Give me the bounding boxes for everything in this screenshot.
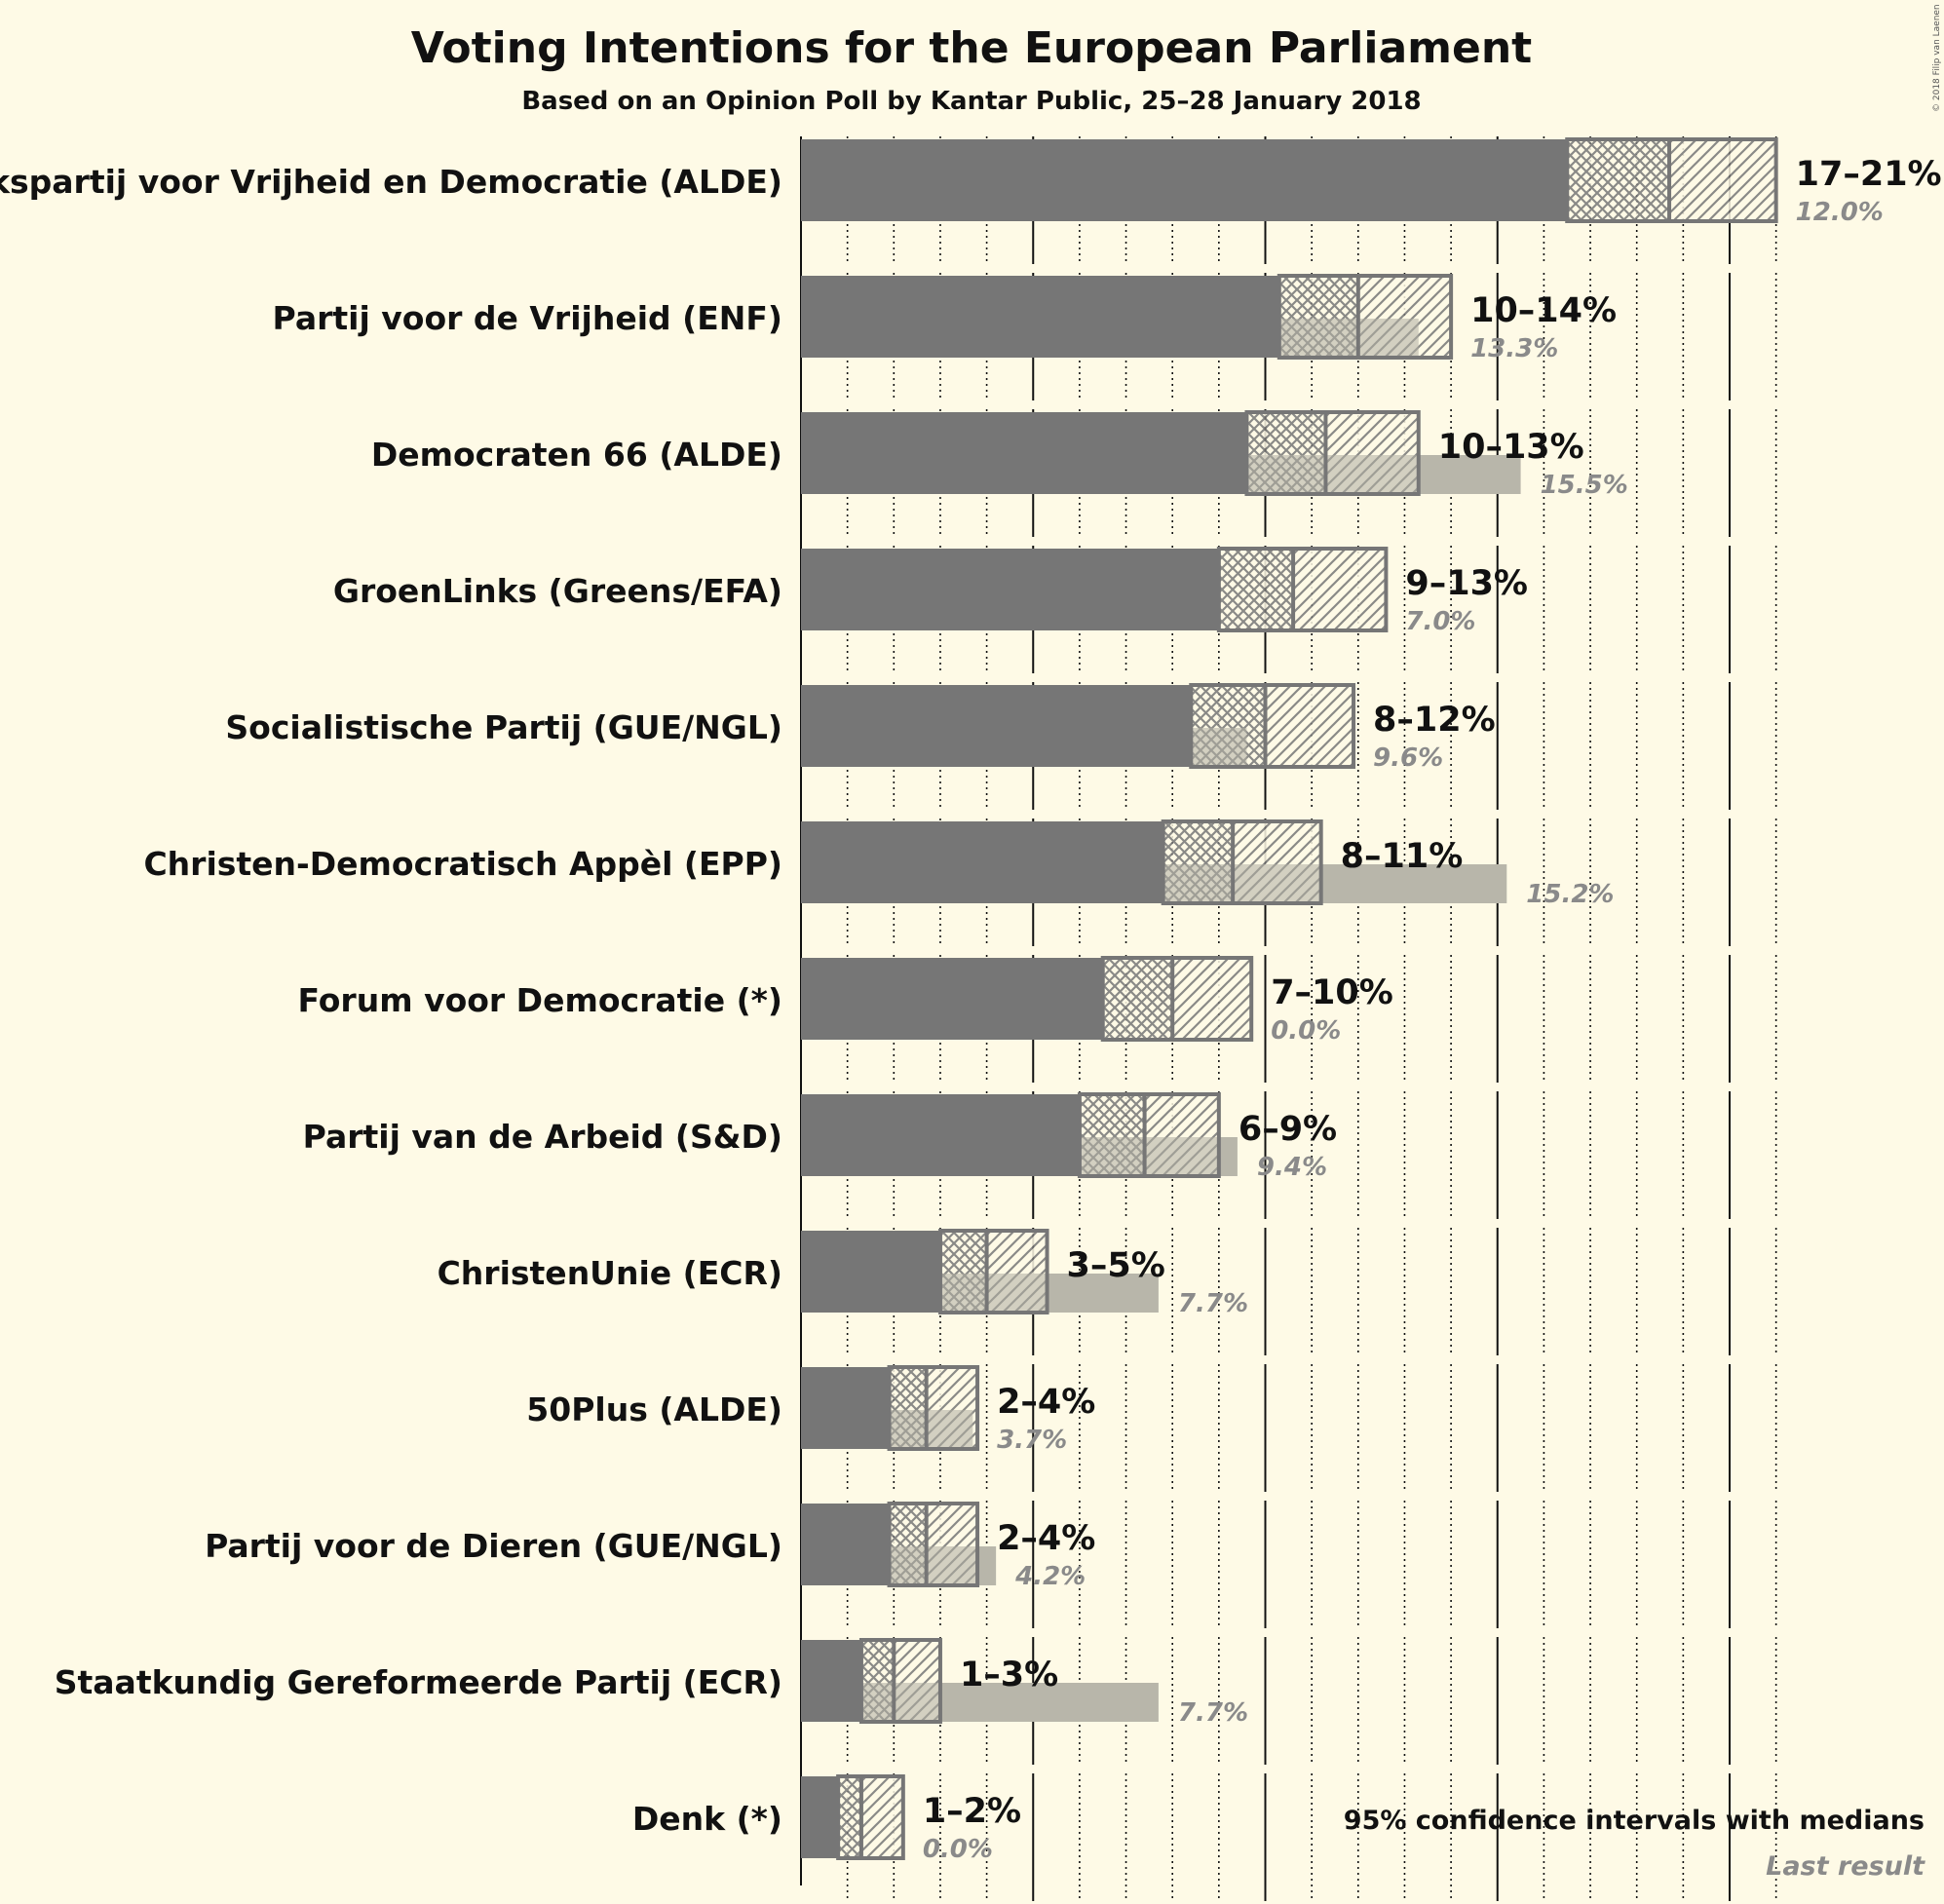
bars xyxy=(801,137,1778,1860)
ci-border xyxy=(1100,956,1254,1042)
range-label: 17–21% xyxy=(1796,155,1942,194)
range-label: 10–13% xyxy=(1438,428,1584,467)
copyright-text: © 2018 Filip van Laenen xyxy=(1932,4,1942,112)
ci-border xyxy=(858,1638,942,1724)
party-label: Denk (*) xyxy=(632,1800,782,1838)
bar-solid xyxy=(801,1367,890,1449)
range-label: 7–10% xyxy=(1271,973,1393,1012)
last-result-overlay xyxy=(1278,319,1419,358)
party-label: ChristenUnie (ECR) xyxy=(438,1254,782,1292)
party-label: Partij voor de Dieren (GUE/NGL) xyxy=(205,1527,782,1565)
chart-subtitle: Based on an Opinion Poll by Kantar Publi… xyxy=(521,87,1421,116)
party-label: Forum voor Democratie (*) xyxy=(298,981,782,1019)
bar-solid xyxy=(801,1231,940,1313)
bar-solid xyxy=(801,1504,890,1585)
party-label: GroenLinks (Greens/EFA) xyxy=(333,572,782,610)
ci-border xyxy=(887,1502,980,1587)
legend-last-text: Last result xyxy=(1766,1851,1925,1882)
bar-ci-lower xyxy=(838,1776,861,1858)
party-label: Socialistische Partij (GUE/NGL) xyxy=(225,708,782,746)
bar-solid xyxy=(801,412,1247,494)
last-result-label: 7.7% xyxy=(1178,1289,1248,1318)
last-result-label: 12.0% xyxy=(1796,198,1884,227)
ci-border xyxy=(1244,410,1421,496)
bar-ci-upper xyxy=(1669,139,1776,221)
last-result-overlay xyxy=(1079,1137,1219,1176)
ci-border xyxy=(887,1365,980,1451)
last-result-label: 9.4% xyxy=(1257,1153,1327,1182)
bar-solid xyxy=(801,958,1103,1040)
bar-ci-lower xyxy=(1218,549,1294,630)
grid xyxy=(800,136,1777,1901)
last-result-label: 7.7% xyxy=(1178,1698,1248,1728)
ci-border xyxy=(1077,1092,1221,1178)
last-result-label: 0.0% xyxy=(1271,1016,1341,1046)
range-label: 10–14% xyxy=(1470,291,1617,330)
bar-ci-upper xyxy=(860,1776,903,1858)
last-result-overlay xyxy=(1163,864,1321,903)
party-label: Partij voor de Vrijheid (ENF) xyxy=(273,299,782,337)
bar-solid xyxy=(801,549,1219,630)
last-result-overlay xyxy=(860,1683,940,1722)
last-result-label: 4.2% xyxy=(1014,1562,1086,1591)
range-label: 1–3% xyxy=(960,1656,1058,1695)
bar-solid xyxy=(801,821,1163,903)
last-result-label: 9.6% xyxy=(1373,743,1443,773)
last-result-label: 13.3% xyxy=(1470,334,1558,363)
range-label: 3–5% xyxy=(1067,1246,1165,1285)
last-result-overlay xyxy=(1246,455,1419,494)
bar-solid xyxy=(801,1776,839,1858)
last-result-label: 15.2% xyxy=(1526,880,1614,909)
bar-ci-lower xyxy=(1102,958,1173,1040)
range-label: 8–12% xyxy=(1373,701,1496,740)
ci-border xyxy=(1277,274,1454,360)
legend-ci-text: 95% confidence intervals with medians xyxy=(1344,1806,1925,1836)
ci-border xyxy=(1189,683,1356,769)
bar-ci-upper xyxy=(1172,958,1252,1040)
bar-solid xyxy=(801,1094,1080,1176)
range-label: 2–4% xyxy=(997,1519,1095,1558)
bar-solid xyxy=(801,139,1568,221)
last-result-label: 7.0% xyxy=(1405,607,1475,636)
last-result-overlay xyxy=(1191,728,1247,767)
ci-border xyxy=(937,1229,1049,1314)
ci-border xyxy=(1216,547,1389,632)
range-label: 6–9% xyxy=(1239,1110,1337,1149)
range-label: 9–13% xyxy=(1405,564,1528,603)
last-result-overlay xyxy=(939,1274,1048,1313)
last-result-overlay xyxy=(889,1546,978,1585)
party-label: Volkspartij voor Vrijheid en Democratie … xyxy=(0,163,782,201)
party-label: Staatkundig Gereformeerde Partij (ECR) xyxy=(55,1663,782,1701)
range-label: 2–4% xyxy=(997,1383,1095,1422)
party-label: Democraten 66 (ALDE) xyxy=(371,436,782,474)
chart-title: Voting Intentions for the European Parli… xyxy=(411,23,1532,73)
labels: Volkspartij voor Vrijheid en Democratie … xyxy=(0,155,1942,1864)
ci-border xyxy=(1161,819,1323,905)
bar-ci-upper xyxy=(1293,549,1387,630)
party-label: 50Plus (ALDE) xyxy=(526,1390,782,1428)
range-label: 8–11% xyxy=(1341,837,1464,876)
last-result-label: 3.7% xyxy=(997,1426,1067,1455)
bar-ci-upper xyxy=(1265,685,1354,767)
ci-border xyxy=(1565,137,1778,223)
bar-solid xyxy=(801,685,1192,767)
bar-solid xyxy=(801,276,1279,358)
bar-solid xyxy=(801,1640,861,1722)
range-label: 1–2% xyxy=(923,1792,1021,1831)
last-result-overlay xyxy=(889,1410,973,1449)
ci-border xyxy=(836,1774,905,1860)
party-label: Christen-Democratisch Appèl (EPP) xyxy=(143,845,782,883)
bar-ci-lower xyxy=(1567,139,1670,221)
last-result-label: 15.5% xyxy=(1541,471,1628,500)
last-result-label: 0.0% xyxy=(923,1835,993,1864)
party-label: Partij van de Arbeid (S&D) xyxy=(303,1118,782,1156)
